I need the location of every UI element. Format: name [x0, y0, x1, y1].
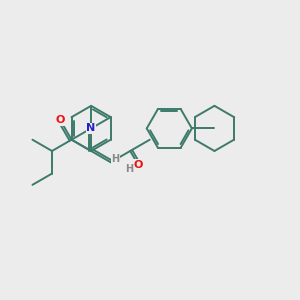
Text: H: H — [125, 164, 133, 174]
Text: N: N — [86, 123, 96, 134]
Text: H: H — [112, 154, 120, 164]
Text: O: O — [134, 160, 143, 170]
Text: O: O — [56, 115, 65, 125]
Text: O: O — [86, 123, 96, 134]
